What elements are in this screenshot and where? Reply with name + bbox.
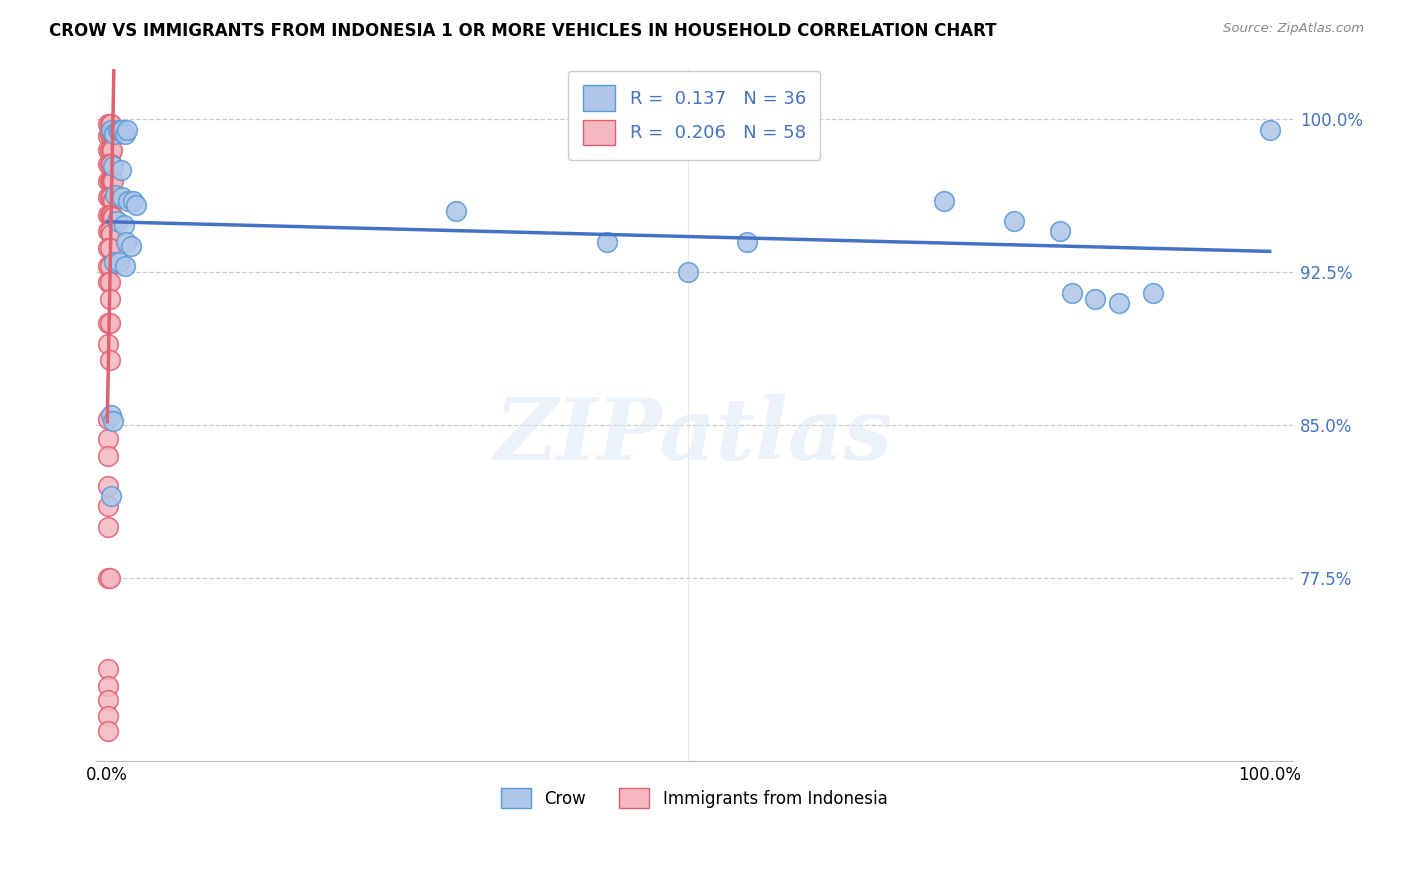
- Point: [100, 489, 122, 503]
- Point: [110, 163, 132, 178]
- Point: [97, 143, 120, 157]
- Point: [97, 500, 120, 514]
- Point: [115, 235, 138, 249]
- Point: [678, 265, 700, 279]
- Point: [97, 225, 120, 239]
- Legend: Crow, Immigrants from Indonesia: Crow, Immigrants from Indonesia: [495, 781, 894, 815]
- Point: [101, 194, 124, 208]
- Point: [97, 412, 120, 426]
- Point: [101, 127, 124, 141]
- Point: [98, 241, 121, 255]
- Point: [105, 214, 128, 228]
- Point: [104, 187, 127, 202]
- Point: [98, 143, 121, 157]
- Point: [100, 190, 122, 204]
- Point: [97, 693, 120, 707]
- Point: [1108, 295, 1130, 310]
- Text: Source: ZipAtlas.com: Source: ZipAtlas.com: [1223, 22, 1364, 36]
- Point: [98, 292, 121, 306]
- Point: [101, 211, 124, 225]
- Point: [112, 219, 135, 233]
- Point: [103, 127, 125, 141]
- Point: [121, 194, 143, 208]
- Point: [97, 449, 120, 463]
- Point: [97, 520, 120, 534]
- Point: [97, 723, 120, 738]
- Point: [97, 190, 120, 204]
- Point: [101, 159, 124, 173]
- Text: ZIPatlas: ZIPatlas: [495, 394, 893, 477]
- Point: [97, 276, 120, 290]
- Point: [98, 276, 121, 290]
- Point: [108, 255, 131, 269]
- Point: [98, 157, 121, 171]
- Point: [97, 157, 120, 171]
- Point: [98, 316, 121, 330]
- Point: [1142, 285, 1164, 300]
- Point: [97, 336, 120, 351]
- Point: [100, 227, 122, 241]
- Point: [98, 116, 121, 130]
- Point: [100, 116, 122, 130]
- Point: [97, 679, 120, 693]
- Point: [98, 127, 121, 141]
- Point: [98, 173, 121, 187]
- Point: [97, 208, 120, 222]
- Point: [97, 709, 120, 723]
- Point: [735, 235, 758, 249]
- Point: [97, 662, 120, 676]
- Point: [1258, 122, 1281, 136]
- Point: [103, 128, 125, 143]
- Point: [97, 128, 120, 143]
- Point: [97, 116, 120, 130]
- Point: [100, 208, 122, 222]
- Point: [101, 211, 124, 225]
- Point: [100, 128, 122, 143]
- Point: [111, 190, 134, 204]
- Point: [108, 122, 131, 136]
- Point: [117, 194, 139, 208]
- Point: [101, 173, 124, 187]
- Point: [97, 241, 120, 255]
- Point: [97, 571, 120, 585]
- Point: [98, 208, 121, 222]
- Point: [100, 122, 122, 136]
- Point: [98, 571, 121, 585]
- Point: [111, 122, 134, 136]
- Point: [100, 173, 122, 187]
- Point: [101, 194, 124, 208]
- Point: [101, 127, 124, 141]
- Point: [100, 145, 122, 159]
- Point: [103, 255, 125, 269]
- Point: [98, 190, 121, 204]
- Point: [97, 479, 120, 493]
- Point: [114, 127, 136, 141]
- Point: [101, 173, 124, 187]
- Point: [1084, 292, 1107, 306]
- Point: [1062, 285, 1084, 300]
- Point: [107, 122, 129, 136]
- Point: [1049, 225, 1071, 239]
- Point: [98, 259, 121, 273]
- Point: [97, 173, 120, 187]
- Point: [101, 414, 124, 428]
- Point: [100, 157, 122, 171]
- Point: [1002, 214, 1025, 228]
- Point: [97, 432, 120, 446]
- Text: CROW VS IMMIGRANTS FROM INDONESIA 1 OR MORE VEHICLES IN HOUSEHOLD CORRELATION CH: CROW VS IMMIGRANTS FROM INDONESIA 1 OR M…: [49, 22, 997, 40]
- Point: [97, 259, 120, 273]
- Point: [596, 235, 619, 249]
- Point: [114, 259, 136, 273]
- Point: [97, 316, 120, 330]
- Point: [98, 352, 121, 367]
- Point: [934, 194, 956, 208]
- Point: [120, 238, 142, 252]
- Point: [100, 408, 122, 422]
- Point: [98, 225, 121, 239]
- Point: [125, 198, 148, 212]
- Point: [115, 122, 138, 136]
- Point: [101, 143, 124, 157]
- Point: [444, 204, 467, 219]
